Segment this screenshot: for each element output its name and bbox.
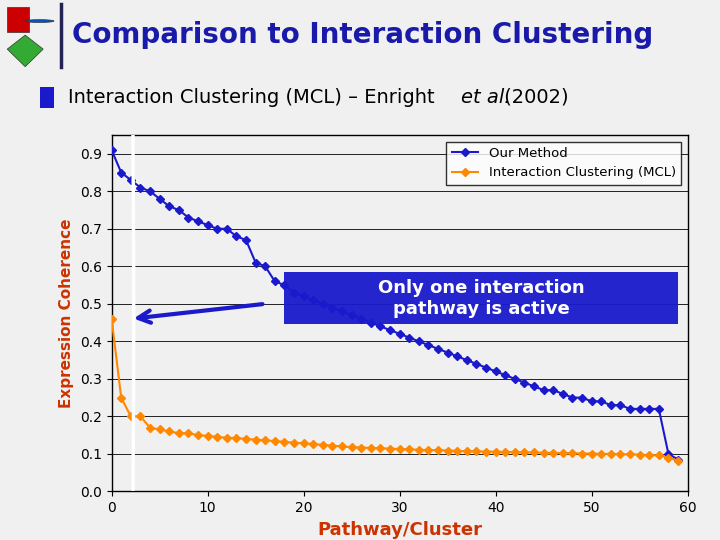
Text: (2002): (2002)	[498, 87, 569, 107]
Line: Our Method: Our Method	[109, 147, 681, 462]
Interaction Clustering (MCL)	[203, 433, 212, 439]
Our Method	[289, 289, 298, 296]
Text: Comparison to Interaction Clustering: Comparison to Interaction Clustering	[72, 21, 653, 49]
Polygon shape	[7, 35, 43, 66]
Circle shape	[25, 19, 54, 23]
Interaction Clustering (MCL)	[271, 438, 279, 444]
X-axis label: Pathway/Cluster: Pathway/Cluster	[317, 521, 482, 539]
Our Method	[271, 278, 279, 285]
Interaction Clustering (MCL)	[107, 315, 116, 322]
Our Method	[300, 293, 308, 300]
Our Method	[462, 357, 471, 363]
Text: Interaction Clustering (MCL) – Enright: Interaction Clustering (MCL) – Enright	[68, 87, 441, 107]
Bar	[7, 7, 29, 31]
Legend: Our Method, Interaction Clustering (MCL): Our Method, Interaction Clustering (MCL)	[446, 141, 681, 185]
FancyBboxPatch shape	[284, 272, 678, 325]
Line: Interaction Clustering (MCL): Interaction Clustering (MCL)	[109, 316, 681, 463]
Bar	[40, 87, 54, 108]
Our Method	[251, 259, 260, 266]
Interaction Clustering (MCL)	[674, 457, 683, 464]
Interaction Clustering (MCL)	[251, 436, 260, 443]
Y-axis label: Expression Coherence: Expression Coherence	[59, 219, 74, 408]
Our Method	[107, 147, 116, 153]
Interaction Clustering (MCL)	[289, 440, 298, 446]
Our Method	[203, 222, 212, 228]
Our Method	[674, 456, 683, 463]
Text: Only one interaction
pathway is active: Only one interaction pathway is active	[378, 279, 585, 318]
Interaction Clustering (MCL)	[462, 448, 471, 455]
Interaction Clustering (MCL)	[300, 440, 308, 447]
Text: et al.: et al.	[461, 87, 510, 107]
